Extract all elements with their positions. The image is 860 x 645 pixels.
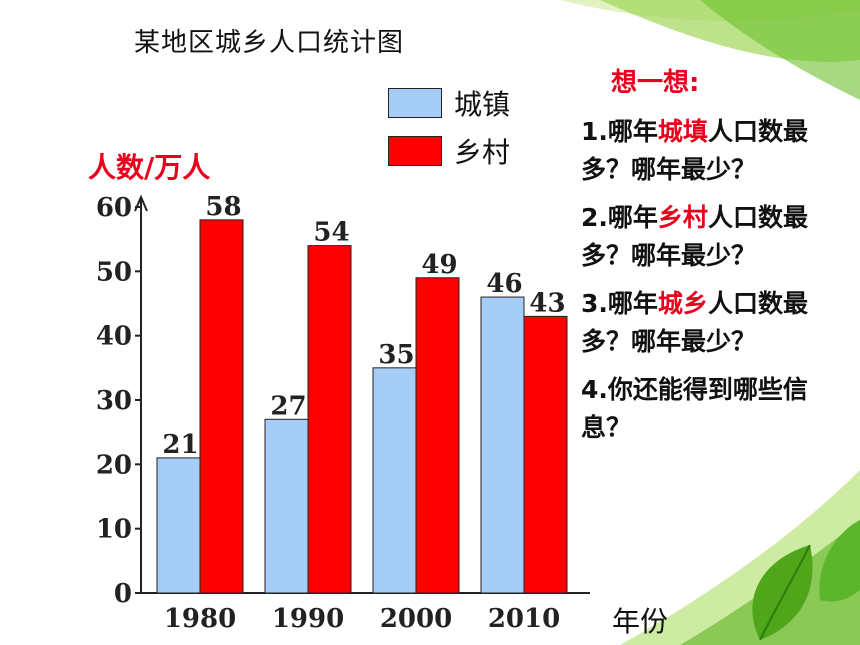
data-label: 54	[313, 218, 349, 248]
bar-urban	[264, 418, 309, 594]
question-text: 哪年	[607, 117, 658, 146]
question-2: 2.哪年乡村人口数最多？哪年最少？	[581, 199, 851, 275]
x-tick-label: 2010	[488, 604, 560, 634]
data-label: 35	[378, 340, 414, 370]
question-highlight: 城填	[657, 117, 708, 146]
x-axis-label: 年份	[612, 605, 669, 638]
chart-title: 某地区城乡人口统计图	[134, 28, 405, 58]
question-1: 1.哪年城填人口数最多？哪年最少？	[581, 113, 851, 189]
x-tick-label: 2000	[380, 604, 452, 634]
x-tick-label: 1990	[272, 604, 344, 634]
y-tick-label: 30	[96, 386, 132, 416]
questions-panel: 想一想: 1.哪年城填人口数最多？哪年最少？ 2.哪年乡村人口数最多？哪年最少？…	[581, 62, 851, 457]
legend-label-urban: 城镇	[454, 88, 511, 121]
y-tick-label: 50	[96, 257, 132, 287]
data-label: 46	[486, 269, 522, 299]
question-text: 人口数最多？哪年最少？	[581, 203, 808, 270]
legend-item-urban: 城镇	[388, 82, 510, 124]
data-label: 27	[270, 391, 306, 421]
question-number: 3.	[581, 289, 608, 318]
data-label: 43	[529, 288, 565, 318]
data-label: 21	[162, 430, 198, 460]
bar-urban	[372, 367, 417, 594]
data-label: 58	[205, 192, 241, 222]
bar-urban	[480, 296, 525, 594]
question-3: 3.哪年城乡人口数最多？哪年最少？	[581, 285, 851, 361]
legend-swatch-urban	[388, 88, 442, 118]
y-tick-label: 60	[96, 193, 132, 223]
y-tick-label: 20	[96, 450, 132, 480]
bar-rural	[523, 315, 568, 594]
question-highlight: 城乡	[657, 289, 708, 318]
question-number: 1.	[581, 117, 608, 146]
question-text: 你还能得到哪些信息？	[581, 375, 808, 442]
legend-swatch-rural	[388, 136, 442, 166]
questions-heading: 想一想:	[611, 68, 700, 98]
x-tick-label: 1980	[164, 604, 236, 634]
data-label: 49	[421, 250, 457, 280]
question-highlight: 乡村	[657, 203, 708, 232]
y-tick-label: 40	[96, 322, 132, 352]
bar-rural	[307, 245, 352, 594]
y-tick-label: 0	[114, 579, 132, 609]
question-text: 人口数最多？哪年最少？	[581, 117, 808, 184]
y-tick-label: 10	[96, 515, 132, 545]
question-text: 人口数最多？哪年最少？	[581, 289, 808, 356]
question-4: 4.你还能得到哪些信息？	[581, 371, 851, 447]
legend-item-rural: 乡村	[388, 130, 510, 172]
y-axis-label: 人数/万人	[88, 151, 211, 184]
question-text: 哪年	[607, 289, 658, 318]
question-number: 2.	[581, 203, 608, 232]
question-text: 哪年	[607, 203, 658, 232]
question-number: 4.	[581, 375, 608, 404]
legend-label-rural: 乡村	[454, 136, 511, 169]
bar-rural	[415, 277, 460, 594]
bar-rural	[199, 219, 244, 594]
legend: 城镇 乡村	[388, 82, 510, 178]
bar-urban	[156, 457, 201, 594]
